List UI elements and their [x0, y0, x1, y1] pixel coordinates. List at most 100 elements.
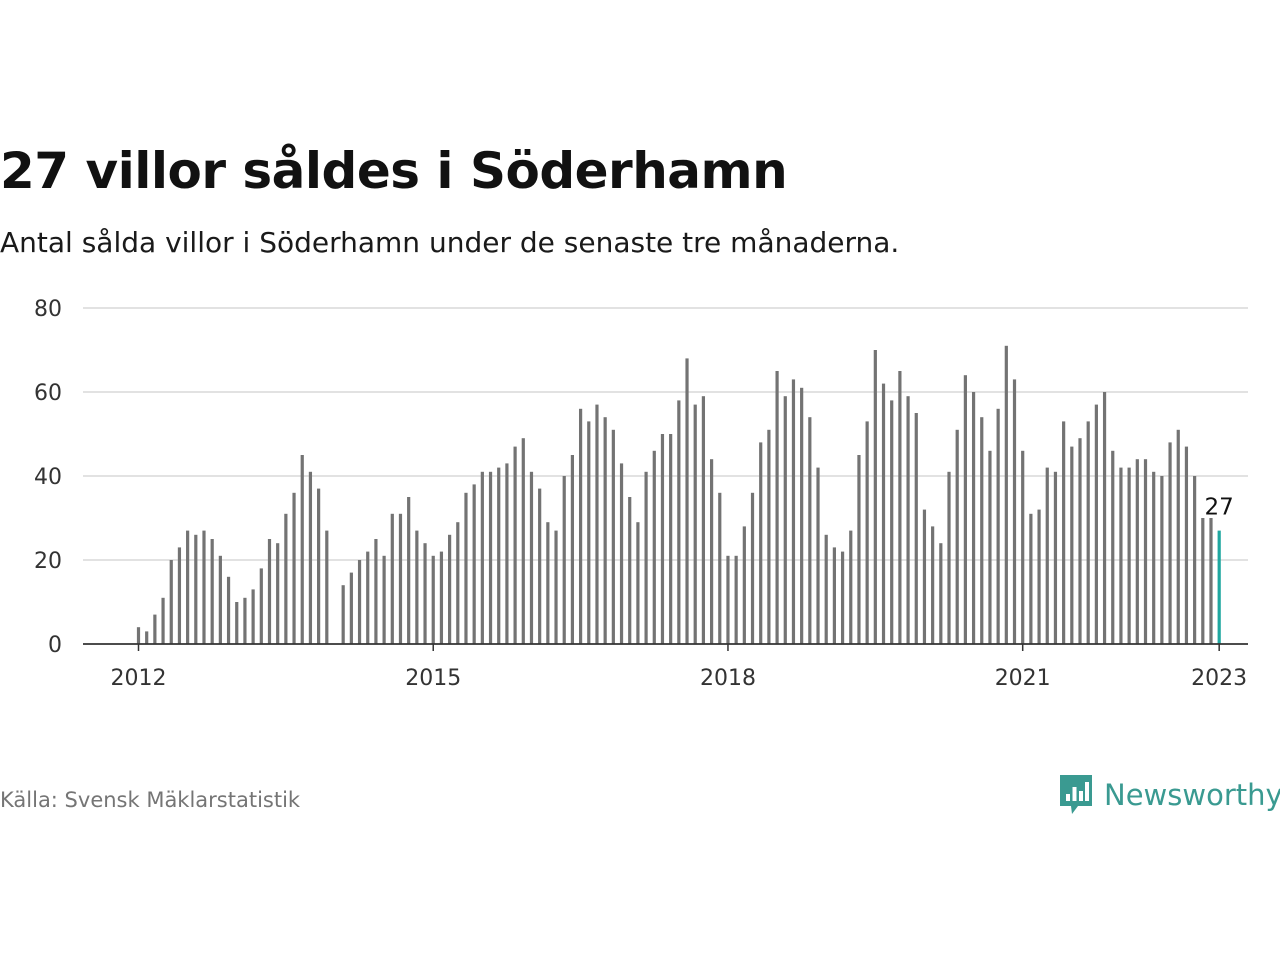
bar	[505, 463, 509, 644]
bar	[210, 539, 214, 644]
bar	[800, 387, 804, 644]
bar	[734, 555, 738, 644]
bar	[194, 534, 198, 644]
bar	[922, 509, 927, 644]
bar	[300, 455, 304, 644]
bar	[865, 421, 869, 644]
gridlines	[83, 307, 1248, 561]
bar	[1127, 467, 1131, 644]
bar	[1037, 509, 1041, 644]
bar	[488, 471, 493, 644]
y-tick-label: 80	[34, 297, 62, 322]
bar	[423, 543, 427, 644]
bar	[881, 383, 886, 644]
x-axis: 2012 2015 2018 2021 2023	[83, 643, 1248, 691]
bar	[816, 467, 820, 644]
bar	[317, 488, 321, 644]
bar	[709, 459, 714, 644]
bar	[398, 513, 403, 644]
bar	[914, 413, 918, 644]
bar	[1012, 379, 1017, 644]
bar	[1184, 446, 1189, 644]
bar	[513, 446, 517, 644]
bar	[849, 530, 853, 644]
bar	[1143, 459, 1148, 644]
bar	[284, 513, 288, 644]
bar	[308, 471, 313, 644]
bar	[759, 442, 763, 644]
bar	[562, 476, 566, 644]
bar	[947, 471, 951, 644]
y-tick-label: 20	[34, 549, 62, 574]
newsworthy-logo[interactable]: Newsworthy	[1058, 772, 1280, 818]
bar	[595, 404, 599, 644]
bar	[955, 429, 959, 644]
brand-name: Newsworthy	[1104, 778, 1280, 812]
bar	[464, 492, 468, 644]
bar	[619, 463, 624, 644]
bar	[407, 497, 411, 644]
bar	[292, 492, 296, 644]
bar	[988, 450, 992, 644]
highlight-value-label: 27	[1205, 495, 1234, 521]
bar	[939, 543, 943, 644]
bar	[644, 471, 648, 644]
bar	[898, 371, 902, 644]
bar	[1193, 476, 1197, 644]
bar	[226, 576, 231, 644]
bar	[1168, 442, 1172, 644]
bar	[415, 530, 419, 644]
bar	[808, 417, 812, 644]
bar	[636, 522, 640, 644]
x-tick-label: 2021	[995, 666, 1051, 691]
bar	[718, 492, 722, 644]
bar	[1119, 467, 1123, 644]
bar	[767, 429, 771, 644]
bar	[1111, 450, 1115, 644]
bar	[1070, 446, 1074, 644]
bar	[439, 551, 444, 644]
bar	[669, 434, 673, 644]
bar	[497, 467, 501, 644]
bar	[251, 589, 255, 644]
bar	[677, 400, 681, 644]
bar	[472, 484, 476, 644]
bar	[357, 560, 362, 644]
bar	[587, 421, 591, 644]
bar	[169, 560, 173, 644]
x-tick-label: 2018	[700, 666, 756, 691]
bar	[963, 375, 967, 644]
bar	[824, 534, 828, 644]
bar	[1176, 429, 1180, 644]
bar	[857, 455, 861, 644]
bar	[726, 555, 730, 644]
bar	[1078, 438, 1082, 644]
bar	[325, 530, 329, 644]
bar	[1201, 518, 1205, 644]
bar	[1135, 459, 1139, 644]
bar	[685, 358, 689, 644]
bar	[1102, 392, 1107, 644]
bar	[145, 631, 149, 644]
bar	[521, 438, 525, 644]
bar	[218, 555, 222, 644]
bar	[1209, 518, 1213, 644]
y-tick-label: 60	[34, 381, 62, 406]
bar	[431, 555, 435, 644]
bar	[1004, 345, 1008, 644]
y-axis-ticks: 0 20 40 60 80	[34, 297, 62, 658]
bar	[186, 530, 190, 644]
bar	[538, 488, 542, 644]
bars	[136, 345, 1221, 644]
bar-chart-bubble-icon	[1060, 775, 1092, 814]
bar	[783, 396, 787, 644]
bar	[775, 371, 779, 644]
bar	[578, 408, 583, 644]
bar	[390, 513, 394, 644]
bar	[652, 450, 656, 644]
source-note: Källa: Svensk Mäklarstatistik	[0, 788, 301, 812]
bar	[554, 530, 558, 644]
bar	[529, 471, 534, 644]
bar	[1053, 471, 1058, 644]
x-tick-label: 2012	[111, 666, 167, 691]
